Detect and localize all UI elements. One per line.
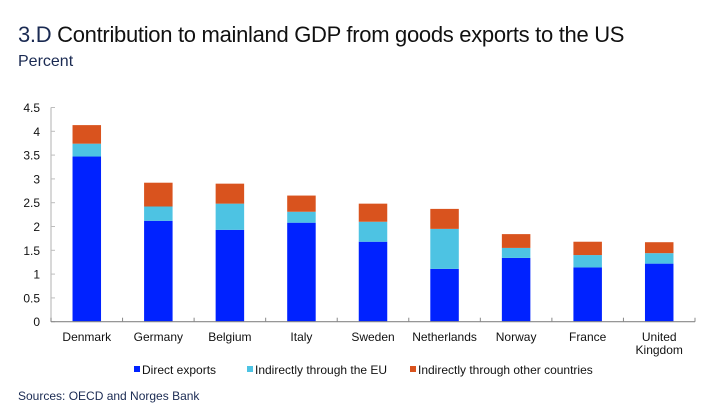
y-tick-label: 4 <box>33 125 40 139</box>
x-tick-label: Norway <box>496 330 537 344</box>
y-tick-label: 3 <box>33 172 40 186</box>
legend-swatch <box>410 366 416 372</box>
bar-segment-direct-exports <box>144 220 173 322</box>
bar-segment-direct-exports <box>72 156 102 322</box>
bar-segment-eu <box>358 221 388 242</box>
x-tick-label: Italy <box>290 330 312 344</box>
bar-segment-direct-exports <box>287 222 316 322</box>
bar-segment-eu <box>287 211 316 223</box>
legend-swatch <box>134 366 140 372</box>
x-tick-label: Netherlands <box>412 330 477 344</box>
y-tick-label: 3.5 <box>23 149 40 163</box>
y-tick-label: 0 <box>33 315 40 329</box>
legend-swatch <box>247 366 253 372</box>
bar-segment-other-countries <box>573 241 602 256</box>
bar-segment-direct-exports <box>215 229 245 322</box>
bar-segment-direct-exports <box>358 241 388 322</box>
bar-segment-eu <box>501 247 531 258</box>
x-tick-label: United <box>642 330 677 344</box>
legend-label: Direct exports <box>142 363 216 377</box>
legend-label: Indirectly through other countries <box>418 363 593 377</box>
bar-segment-eu <box>644 253 674 264</box>
x-tick-label: France <box>569 330 607 344</box>
figure-number: 3.D <box>18 22 52 47</box>
bar-segment-direct-exports <box>573 267 602 322</box>
source-note: Sources: OECD and Norges Bank <box>18 389 200 403</box>
bar-segment-other-countries <box>430 208 459 229</box>
legend-label: Indirectly through the EU <box>255 363 387 377</box>
y-tick-label: 0.5 <box>23 291 40 305</box>
bar-segment-other-countries <box>644 242 674 254</box>
bar-segment-other-countries <box>215 183 245 204</box>
bar-segment-direct-exports <box>644 263 674 322</box>
y-tick-label: 4.5 <box>23 101 40 115</box>
x-tick-label: Germany <box>134 330 183 344</box>
bar-segment-eu <box>215 203 245 230</box>
bar-segment-eu <box>430 228 459 269</box>
bar-segment-other-countries <box>287 195 316 212</box>
bar-segment-direct-exports <box>501 257 531 322</box>
x-tick-label: Sweden <box>351 330 394 344</box>
bar-segment-eu <box>573 255 602 268</box>
bar-segment-direct-exports <box>430 268 459 322</box>
y-tick-label: 1.5 <box>23 244 40 258</box>
bar-segment-eu <box>72 143 102 157</box>
y-tick-label: 2.5 <box>23 196 40 210</box>
bar-segment-other-countries <box>358 203 388 222</box>
bar-segment-other-countries <box>144 182 173 207</box>
y-tick-label: 2 <box>33 220 40 234</box>
title-text: Contribution to mainland GDP from goods … <box>57 22 625 47</box>
chart-title: 3.D Contribution to mainland GDP from go… <box>18 22 624 48</box>
x-tick-label: Belgium <box>208 330 251 344</box>
x-tick-label: Denmark <box>62 330 112 344</box>
bar-segment-eu <box>144 206 173 221</box>
chart-subtitle: Percent <box>18 53 74 70</box>
bar-segment-other-countries <box>501 234 531 248</box>
x-tick-label: Kingdom <box>636 343 683 357</box>
bar-segment-other-countries <box>72 125 102 144</box>
y-tick-label: 1 <box>33 268 40 282</box>
